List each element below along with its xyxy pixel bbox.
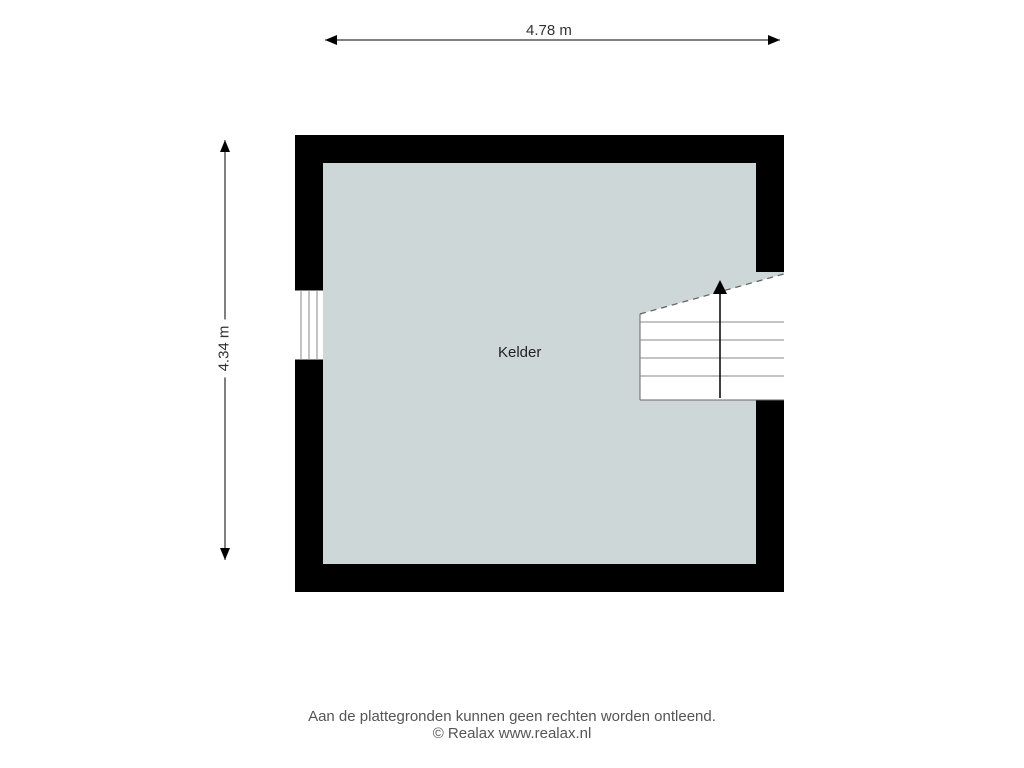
footer-line1: Aan de plattegronden kunnen geen rechten… <box>0 708 1024 725</box>
floorplan-canvas: 4.78 m 4.34 m Kelder <box>0 0 1024 768</box>
stairs <box>0 0 1024 768</box>
footer-line2: © Realax www.realax.nl <box>0 725 1024 742</box>
footer: Aan de plattegronden kunnen geen rechten… <box>0 708 1024 742</box>
